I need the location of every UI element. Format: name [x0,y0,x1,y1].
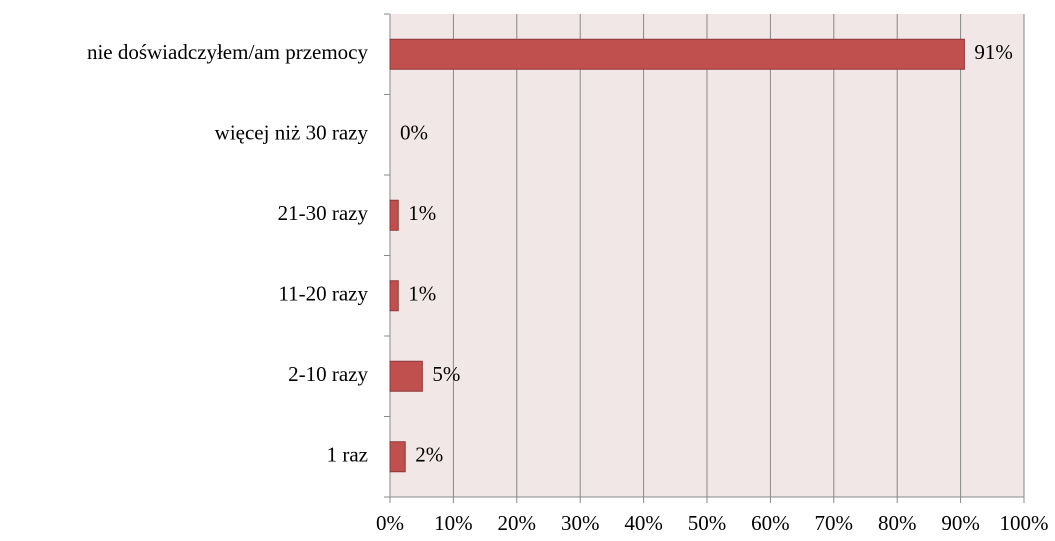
data-label: 1% [408,201,436,225]
y-tick-label: 11-20 razy [278,282,368,306]
data-label: 91% [974,40,1013,64]
x-tick-label: 0% [376,511,404,535]
y-tick-label: nie doświadczyłem/am przemocy [87,40,369,64]
x-tick-label: 60% [751,511,790,535]
bar [389,280,399,312]
x-tick-label: 50% [688,511,727,535]
data-label: 5% [432,362,460,386]
y-tick-label: 21-30 razy [278,201,369,225]
x-tick-label: 100% [1000,511,1049,535]
x-tick-label: 90% [941,511,980,535]
bar [389,441,406,473]
x-tick-label: 70% [815,511,854,535]
bar [389,360,423,392]
x-tick-label: 30% [561,511,600,535]
data-label: 0% [400,121,428,145]
y-tick-label: 1 raz [327,443,368,467]
x-tick-label: 20% [498,511,537,535]
bar [389,38,965,70]
bar [389,199,399,231]
x-tick-label: 40% [624,511,663,535]
x-tick-label: 10% [434,511,473,535]
data-label: 2% [415,443,443,467]
y-tick-label: więcej niż 30 razy [215,121,369,145]
data-label: 1% [408,282,436,306]
x-tick-label: 80% [878,511,917,535]
y-tick-label: 2-10 razy [288,362,368,386]
